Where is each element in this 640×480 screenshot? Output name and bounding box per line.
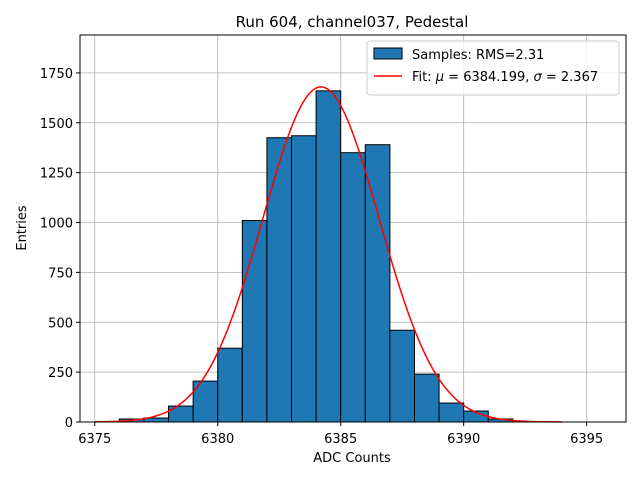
y-tick-label-0: 0 bbox=[65, 416, 73, 431]
histogram-bar-12 bbox=[413, 373, 440, 423]
histogram-bar-9 bbox=[340, 152, 366, 423]
x-tick-label-1: 6380 bbox=[201, 432, 234, 447]
histogram-bars bbox=[118, 90, 514, 423]
legend-bar-swatch bbox=[373, 47, 403, 60]
x-tick-label-2: 6385 bbox=[324, 432, 357, 447]
legend-fit-sigma-symbol: σ bbox=[534, 70, 543, 85]
histogram-bar-13 bbox=[438, 402, 465, 423]
histogram-bar-5 bbox=[241, 220, 268, 423]
histogram-bar-4 bbox=[217, 347, 243, 423]
histogram-bar-7 bbox=[291, 135, 317, 423]
legend: Samples: RMS=2.31 Fit: μ = 6384.199, σ =… bbox=[366, 40, 620, 96]
y-tick-label-6: 1500 bbox=[40, 117, 73, 132]
y-tick-label-4: 1000 bbox=[40, 217, 73, 232]
legend-samples-label: Samples: RMS=2.31 bbox=[412, 48, 544, 63]
x-axis-label: ADC Counts bbox=[313, 451, 391, 466]
y-tick-label-2: 500 bbox=[48, 316, 73, 331]
y-tick-label-7: 1750 bbox=[40, 67, 73, 82]
x-axis-ticks: 6375 6380 6385 6390 6395 bbox=[78, 422, 603, 447]
histogram-bar-8 bbox=[315, 90, 342, 423]
legend-fit-mu-symbol: μ bbox=[435, 70, 444, 85]
x-tick-label-0: 6375 bbox=[78, 432, 111, 447]
y-tick-label-1: 250 bbox=[48, 366, 73, 381]
histogram-bar-10 bbox=[364, 144, 391, 423]
plot-frame bbox=[79, 34, 627, 423]
histogram-bar-6 bbox=[266, 137, 293, 423]
x-tick-label-4: 6395 bbox=[570, 432, 603, 447]
histogram-bar-11 bbox=[389, 329, 415, 423]
legend-fit-sigma-value: = 2.367 bbox=[542, 70, 598, 85]
x-tick-label-3: 6390 bbox=[447, 432, 480, 447]
legend-fit-label: Fit: μ = 6384.199, σ = 2.367 bbox=[412, 70, 598, 85]
y-tick-label-5: 1250 bbox=[40, 167, 73, 182]
y-axis-label: Entries bbox=[15, 205, 30, 251]
y-tick-label-3: 750 bbox=[48, 266, 73, 281]
gaussian-fit-curve bbox=[94, 86, 563, 423]
legend-fit-mu-value: = 6384.199, bbox=[444, 70, 533, 85]
y-axis-ticks: 0 250 500 750 1000 1250 1500 1750 bbox=[40, 67, 80, 431]
legend-fit-prefix: Fit: bbox=[412, 70, 436, 85]
legend-box bbox=[366, 40, 620, 96]
chart-title: Run 604, channel037, Pedestal bbox=[236, 13, 469, 31]
